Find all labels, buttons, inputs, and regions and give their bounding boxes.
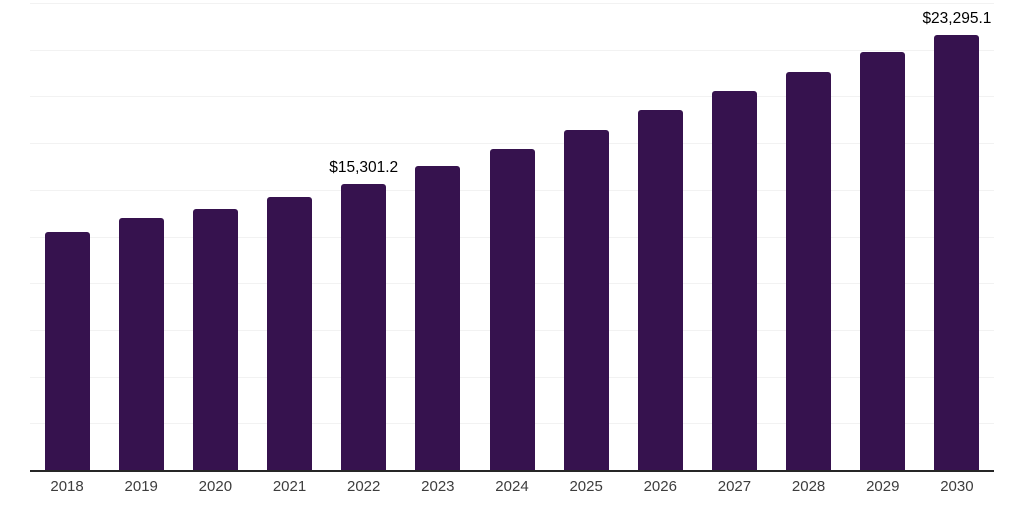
- bar-2023: [415, 165, 461, 470]
- x-tick-2030: 2030: [940, 478, 974, 495]
- bar-2019: [118, 218, 164, 470]
- bar-2022: [341, 184, 387, 470]
- x-tick-2022: 2022: [346, 478, 381, 495]
- gridline: [30, 96, 994, 98]
- x-tick-2026: 2026: [643, 478, 677, 495]
- bar-2029: [860, 51, 906, 470]
- bar-2030: [934, 34, 980, 470]
- x-tick-2028: 2028: [791, 478, 826, 495]
- x-tick-2025: 2025: [569, 478, 603, 495]
- plot-area: $15,301.2 $23,295.1: [30, 3, 994, 472]
- x-tick-2027: 2027: [717, 478, 752, 495]
- bar-2018: [44, 231, 90, 470]
- gridline: [30, 3, 994, 4]
- x-tick-2020: 2020: [198, 478, 233, 495]
- bar-2025: [563, 129, 609, 470]
- bar-2021: [267, 197, 313, 470]
- gridline: [30, 143, 994, 145]
- x-tick-2019: 2019: [124, 478, 158, 495]
- bar-2020: [192, 208, 238, 470]
- bar-2026: [637, 109, 683, 470]
- bar-2024: [489, 149, 535, 470]
- bar-2027: [711, 90, 757, 470]
- x-tick-2029: 2029: [866, 478, 900, 495]
- gridline: [30, 49, 994, 51]
- x-axis: 2018 2019 2020 2021 2022 2023 2024 2025 2026 2027…: [30, 478, 994, 502]
- data-label-2022: $15,301.2: [329, 159, 399, 177]
- bar-2028: [786, 71, 832, 470]
- x-tick-2024: 2024: [495, 478, 529, 495]
- x-tick-2018: 2018: [50, 478, 84, 495]
- x-tick-2021: 2021: [272, 478, 307, 495]
- x-tick-2023: 2023: [421, 478, 455, 495]
- data-label-2030: $23,295.1: [922, 9, 992, 27]
